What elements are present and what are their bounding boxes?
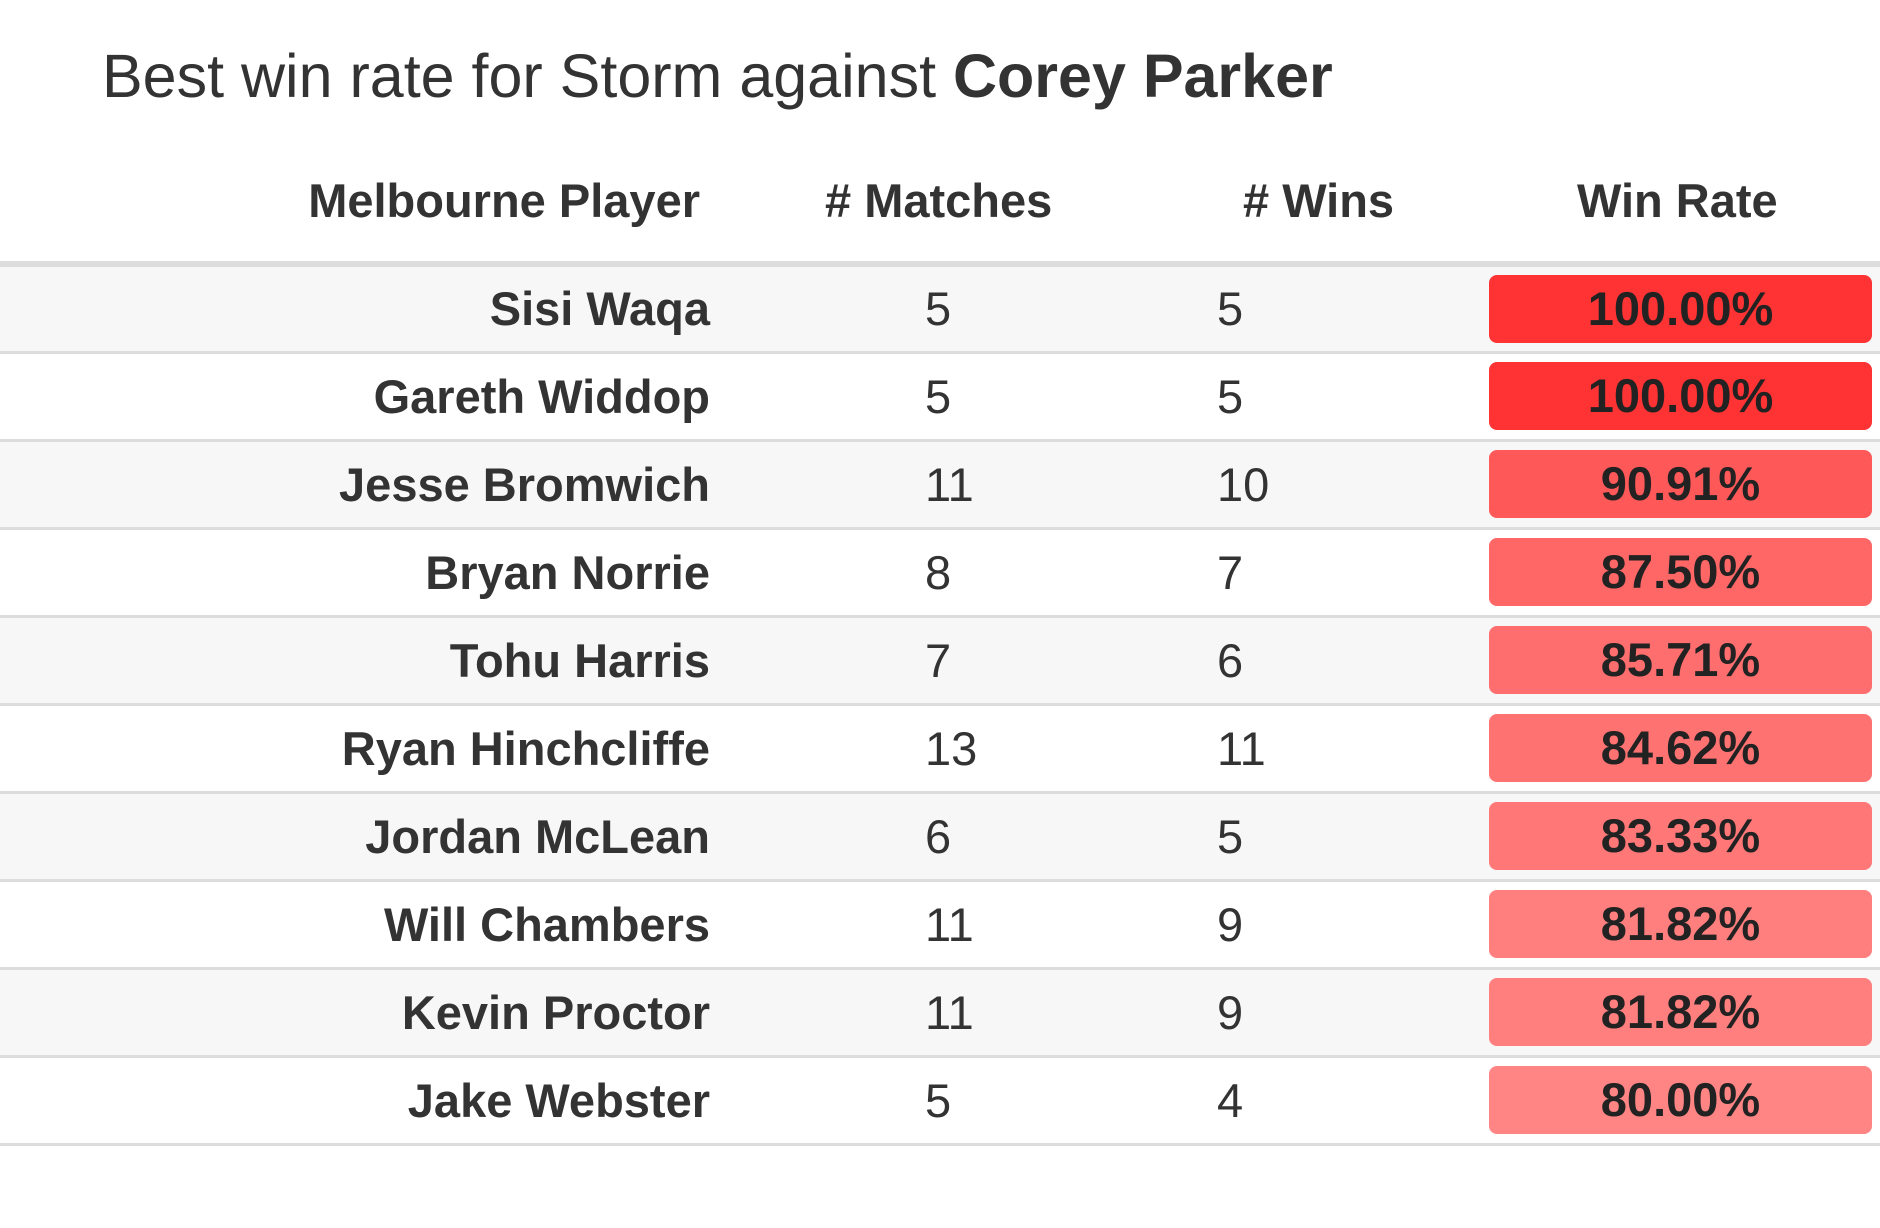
player-name-cell: Jake Webster — [0, 1056, 720, 1146]
title-opponent: Corey Parker — [952, 42, 1333, 110]
page-title: Best win rate for Storm against Corey Pa… — [102, 38, 1333, 114]
table-row: Bryan Norrie 8 7 87.50% — [0, 528, 1880, 618]
matches-cell: 5 — [720, 264, 1160, 354]
wins-cell: 4 — [1160, 1056, 1480, 1146]
header-row: Melbourne Player # Matches # Wins Win Ra… — [0, 140, 1880, 267]
player-name-cell: Sisi Waqa — [0, 264, 720, 354]
table-row: Jesse Bromwich 11 10 90.91% — [0, 440, 1880, 530]
win-rate-badge: 90.91% — [1489, 450, 1872, 518]
win-rate-badge: 100.00% — [1489, 362, 1872, 430]
matches-cell: 6 — [720, 792, 1160, 882]
header-player[interactable]: Melbourne Player — [0, 140, 720, 267]
player-name-cell: Bryan Norrie — [0, 528, 720, 618]
matches-cell: 11 — [720, 440, 1160, 530]
win-rate-badge: 85.71% — [1489, 626, 1872, 694]
win-rate-cell: 81.82% — [1480, 880, 1880, 970]
table-row: Ryan Hinchcliffe 13 11 84.62% — [0, 704, 1880, 794]
header-matches[interactable]: # Matches — [720, 140, 1160, 267]
table-row: Gareth Widdop 5 5 100.00% — [0, 352, 1880, 442]
table-row: Will Chambers 11 9 81.82% — [0, 880, 1880, 970]
player-name-cell: Will Chambers — [0, 880, 720, 970]
matches-cell: 8 — [720, 528, 1160, 618]
wins-cell: 10 — [1160, 440, 1480, 530]
table-header: Melbourne Player # Matches # Wins Win Ra… — [0, 140, 1880, 267]
table-row: Jake Webster 5 4 80.00% — [0, 1056, 1880, 1146]
player-name-cell: Jordan McLean — [0, 792, 720, 882]
win-rate-table: Melbourne Player # Matches # Wins Win Ra… — [0, 140, 1880, 1146]
win-rate-cell: 81.82% — [1480, 968, 1880, 1058]
wins-cell: 5 — [1160, 352, 1480, 442]
win-rate-cell: 100.00% — [1480, 264, 1880, 354]
win-rate-cell: 84.62% — [1480, 704, 1880, 794]
wins-cell: 7 — [1160, 528, 1480, 618]
matches-cell: 11 — [720, 880, 1160, 970]
matches-cell: 5 — [720, 352, 1160, 442]
win-rate-cell: 83.33% — [1480, 792, 1880, 882]
win-rate-badge: 84.62% — [1489, 714, 1872, 782]
title-prefix: Best win rate for Storm against — [102, 42, 953, 110]
matches-cell: 5 — [720, 1056, 1160, 1146]
player-name-cell: Ryan Hinchcliffe — [0, 704, 720, 794]
wins-cell: 9 — [1160, 880, 1480, 970]
player-name-cell: Kevin Proctor — [0, 968, 720, 1058]
win-rate-badge: 81.82% — [1489, 890, 1872, 958]
player-name-cell: Jesse Bromwich — [0, 440, 720, 530]
win-rate-badge: 81.82% — [1489, 978, 1872, 1046]
wins-cell: 6 — [1160, 616, 1480, 706]
win-rate-cell: 85.71% — [1480, 616, 1880, 706]
win-rate-badge: 87.50% — [1489, 538, 1872, 606]
win-rate-cell: 80.00% — [1480, 1056, 1880, 1146]
wins-cell: 9 — [1160, 968, 1480, 1058]
wins-cell: 5 — [1160, 264, 1480, 354]
matches-cell: 13 — [720, 704, 1160, 794]
matches-cell: 7 — [720, 616, 1160, 706]
win-rate-cell: 87.50% — [1480, 528, 1880, 618]
win-rate-badge: 83.33% — [1489, 802, 1872, 870]
table-body: Sisi Waqa 5 5 100.00% Gareth Widdop 5 5 100.00%… — [0, 264, 1880, 1146]
header-win-rate[interactable]: Win Rate — [1480, 140, 1880, 267]
win-rate-badge: 100.00% — [1489, 274, 1872, 343]
win-rate-cell: 100.00% — [1480, 352, 1880, 442]
header-wins[interactable]: # Wins — [1160, 140, 1480, 267]
table-row: Jordan McLean 6 5 83.33% — [0, 792, 1880, 882]
wins-cell: 5 — [1160, 792, 1480, 882]
table-row: Sisi Waqa 5 5 100.00% — [0, 264, 1880, 354]
win-rate-cell: 90.91% — [1480, 440, 1880, 530]
table-row: Tohu Harris 7 6 85.71% — [0, 616, 1880, 706]
player-name-cell: Gareth Widdop — [0, 352, 720, 442]
player-name-cell: Tohu Harris — [0, 616, 720, 706]
table-row: Kevin Proctor 11 9 81.82% — [0, 968, 1880, 1058]
win-rate-badge: 80.00% — [1489, 1066, 1872, 1134]
matches-cell: 11 — [720, 968, 1160, 1058]
wins-cell: 11 — [1160, 704, 1480, 794]
